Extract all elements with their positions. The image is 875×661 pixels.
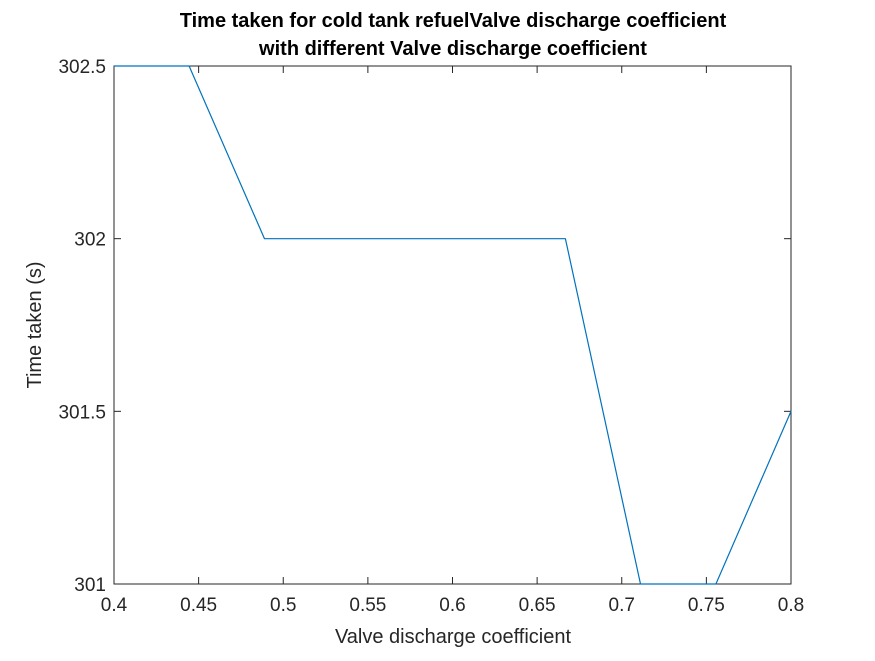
y-tick-label: 302 xyxy=(74,230,106,251)
plot-frame xyxy=(113,65,792,585)
chart-title-line-2: with different Valve discharge coefficie… xyxy=(258,38,647,60)
y-tick-label: 301 xyxy=(74,575,106,596)
x-tick-label: 0.55 xyxy=(349,595,386,616)
x-tick-label: 0.7 xyxy=(609,595,635,616)
x-tick-label: 0.65 xyxy=(519,595,556,616)
x-tick-label: 0.45 xyxy=(180,595,217,616)
series-layer xyxy=(114,65,792,585)
y-axis-label: Time taken (s) xyxy=(24,261,46,388)
x-axis-ticks: 0.4 0.45 0.5 0.55 0.6 0.65 0.7 0.75 0.8 xyxy=(101,66,804,616)
x-axis-label: Valve discharge coefficient xyxy=(335,626,572,648)
chart-title: Time taken for cold tank refuelValve dis… xyxy=(180,10,727,60)
chart-title-line-1: Time taken for cold tank refuelValve dis… xyxy=(180,10,727,32)
x-tick-label: 0.6 xyxy=(439,595,465,616)
series-line xyxy=(114,65,792,585)
x-tick-label: 0.8 xyxy=(778,595,804,616)
plot-area xyxy=(113,65,792,585)
x-tick-label: 0.5 xyxy=(270,595,296,616)
x-tick-label: 0.4 xyxy=(101,595,128,616)
x-tick-label: 0.75 xyxy=(688,595,725,616)
y-tick-label: 301.5 xyxy=(58,402,106,423)
y-axis-ticks: 301 301.5 302 302.5 xyxy=(58,57,791,596)
y-tick-label: 302.5 xyxy=(58,57,106,78)
